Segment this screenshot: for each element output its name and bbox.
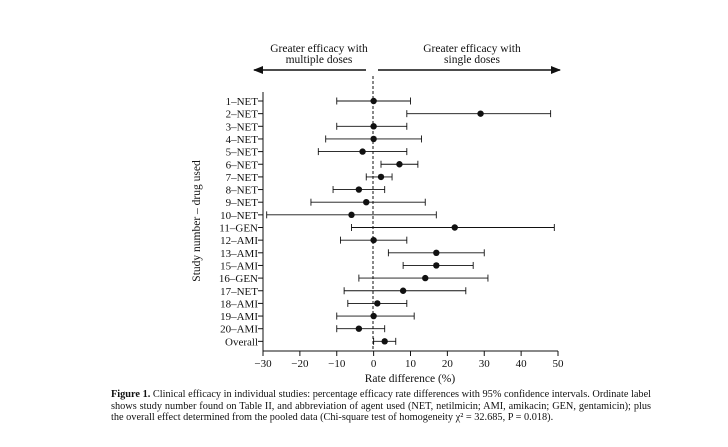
confidence-intervals	[266, 97, 555, 345]
study-label: 18–AMI	[220, 298, 258, 310]
study-label: 3–NET	[226, 121, 259, 133]
figure-caption: Figure 1. Clinical efficacy in individua…	[111, 389, 651, 424]
study-label: 10–NET	[220, 210, 258, 222]
study-label: 15–AMI	[220, 260, 258, 272]
figure-caption-label: Figure 1.	[111, 389, 151, 400]
x-tick-label: 20	[442, 358, 454, 370]
point-estimate	[451, 224, 458, 231]
x-axis-ticks: −30 −20 −10 0 10 20 30 40 50	[254, 351, 564, 370]
study-label: 12–AMI	[220, 235, 258, 247]
study-label: 17–NET	[220, 286, 258, 298]
study-label: 16–GEN	[219, 273, 258, 285]
study-label: Overall	[225, 336, 258, 348]
study-label: 5–NET	[226, 147, 259, 159]
study-label: 1–NET	[226, 96, 259, 108]
x-tick-label: −20	[291, 358, 309, 370]
direction-label-right-line2: single doses	[444, 54, 500, 66]
x-tick-label: −30	[254, 358, 272, 370]
figure-caption-text: Clinical efficacy in individual studies:…	[111, 389, 652, 424]
y-axis-label: Study number – drug used	[191, 160, 203, 282]
point-estimate	[359, 148, 366, 155]
y-tick-marks	[258, 100, 263, 342]
x-tick-label: 30	[479, 358, 491, 370]
point-estimate	[370, 312, 377, 320]
point-estimate	[422, 274, 429, 282]
point-estimate	[396, 161, 403, 168]
study-label: 6–NET	[226, 159, 259, 171]
study-labels: 1–NET2–NET3–NET4–NET5–NET6–NET7–NET8–NET…	[219, 96, 258, 348]
point-estimate	[363, 199, 370, 206]
direction-label-left-line1: Greater efficacy with	[270, 43, 368, 55]
point-estimate	[374, 300, 381, 307]
study-label: 2–NET	[226, 109, 259, 121]
point-estimate	[348, 211, 355, 219]
point-estimates	[348, 97, 484, 345]
study-label: 19–AMI	[220, 311, 258, 323]
point-estimate	[355, 325, 363, 332]
study-label: 7–NET	[226, 172, 259, 184]
point-estimate	[377, 173, 385, 181]
point-estimate	[355, 186, 363, 193]
x-tick-label: 50	[553, 358, 565, 370]
direction-label-right-line1: Greater efficacy with	[423, 43, 521, 55]
point-estimate	[477, 110, 484, 117]
study-label: 9–NET	[226, 197, 259, 209]
point-estimate	[433, 262, 440, 269]
x-tick-label: 0	[371, 358, 377, 370]
x-axis-label: Rate difference (%)	[365, 373, 456, 385]
x-tick-label: −10	[328, 358, 346, 370]
x-tick-label: 10	[405, 358, 417, 370]
study-label: 20–AMI	[220, 324, 258, 336]
study-label: 8–NET	[226, 185, 259, 197]
study-label: 4–NET	[226, 134, 259, 146]
point-estimate	[370, 135, 377, 143]
point-estimate	[381, 338, 388, 345]
study-label: 13–AMI	[220, 248, 258, 260]
point-estimate	[370, 123, 377, 130]
point-estimate	[370, 236, 377, 244]
study-label: 11–GEN	[219, 223, 258, 235]
point-estimate	[433, 249, 440, 256]
x-tick-label: 40	[516, 358, 528, 370]
direction-label-left-line2: multiple doses	[286, 54, 353, 66]
point-estimate	[399, 287, 407, 294]
point-estimate	[370, 97, 377, 105]
